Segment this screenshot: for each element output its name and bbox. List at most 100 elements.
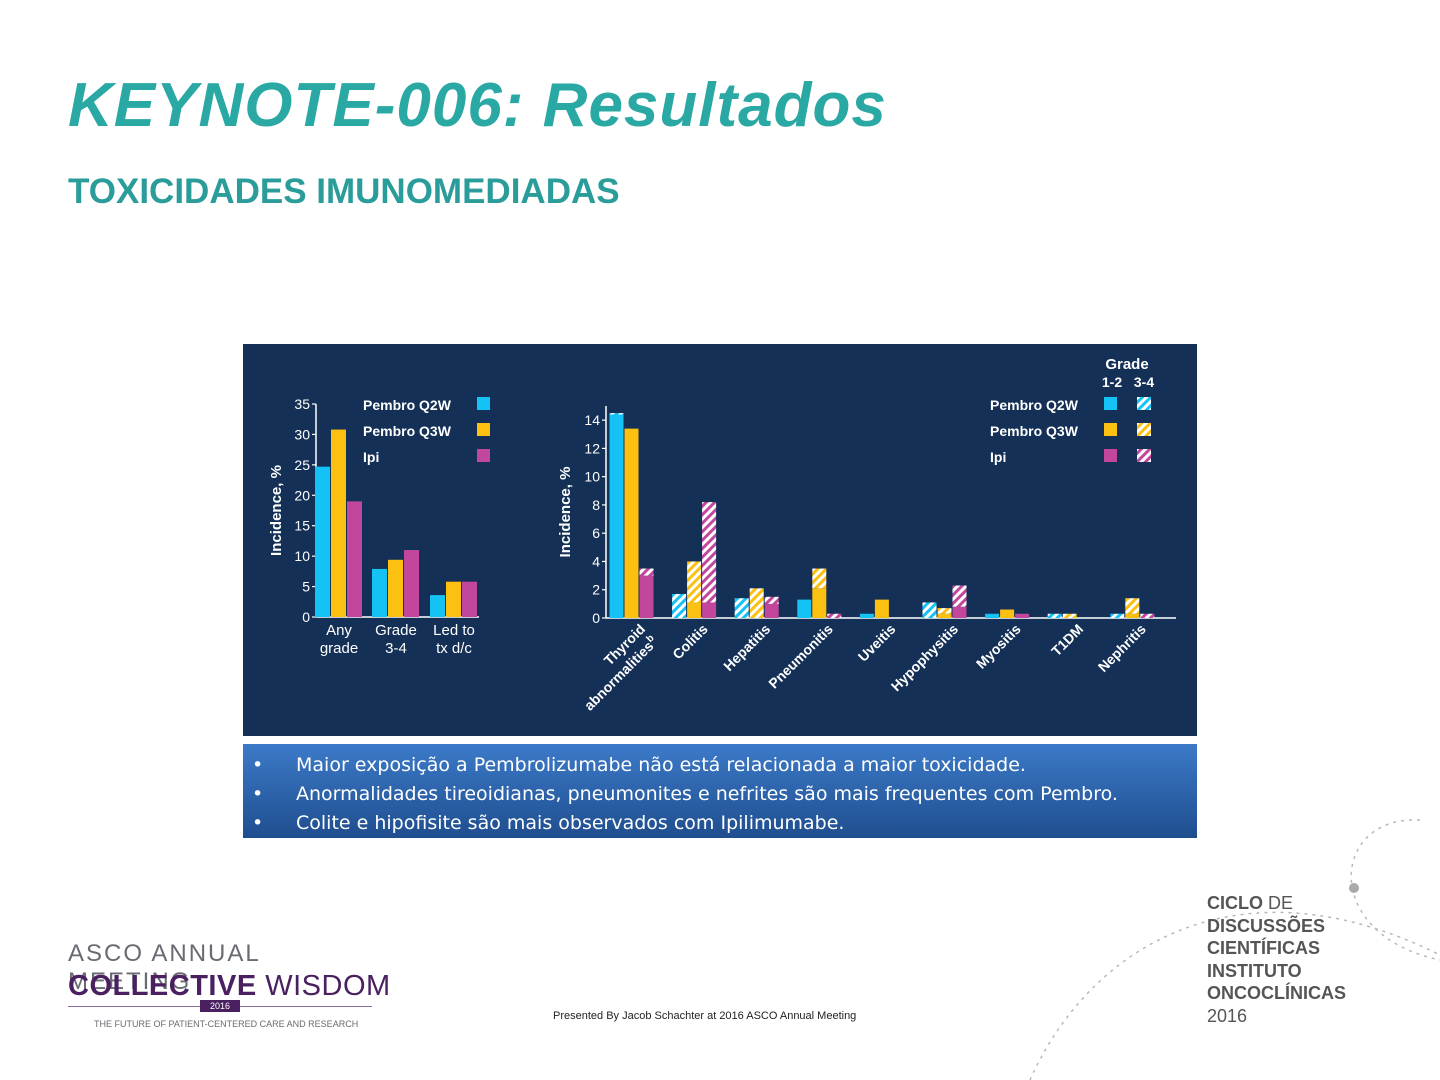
chart2-bar-pembro-q3w-grade-3-4-nephritis: [1125, 598, 1140, 614]
chart2-bar-pembro-q3w-grade-1-2-myositis: [1000, 609, 1015, 618]
chart2-bar-ipi-grade-1-2-myositis: [1015, 613, 1030, 618]
chart2-legend-swatch-grade-1-2: [1104, 397, 1117, 410]
chart2-y-tick-label: 6: [592, 525, 600, 541]
finding-item: • Anormalidades tireoidianas, pneumonites…: [243, 780, 1197, 809]
chart2-x-tick-label-line: Hypophysitis: [888, 621, 962, 695]
chart2-x-tick-superscript: b: [645, 633, 657, 645]
ciclo-line: CIENTÍFICAS: [1207, 937, 1346, 960]
slide-subtitle: TOXICIDADES IMUNOMEDIADAS: [68, 172, 620, 211]
chart1-bar-ipi-led-to-tx-d-c: [462, 581, 477, 617]
ciclo-light: DE: [1263, 893, 1294, 913]
finding-text: Colite e hipofisite são mais observados …: [296, 812, 845, 834]
asco-logo: ASCO ANNUAL MEETING COLLECTIVE WISDOM 20…: [68, 940, 390, 1032]
chart1-x-tick-label: grade: [320, 640, 358, 657]
chart2-bar-pembro-q3w-grade-1-2-uveitis: [874, 599, 889, 618]
ciclo-bold: DISCUSSÕES: [1207, 915, 1326, 936]
chart-panel: 0 5 10 15 20 25 30 35 Incidence, % Any grade Grade 3…: [243, 344, 1197, 736]
asco-logo-year: 2016: [200, 1000, 240, 1012]
chart2-bar-pembro-q3w-grade-3-4-hypophysitis: [937, 608, 952, 614]
chart1-x-tick-label: 3-4: [385, 640, 407, 657]
chart1-y-tick-label: 35: [294, 396, 310, 412]
chart2-bar-pembro-q3w-grade-1-2-pneumonitis: [812, 588, 827, 618]
chart1-bar-pembro-q2w-grade-3-4: [372, 568, 387, 617]
chart2-bar-pembro-q2w-grade-3-4-colitis: [672, 593, 687, 618]
deco-dot: [1349, 883, 1359, 893]
chart1-bar-ipi-any-grade: [347, 501, 362, 617]
chart2-x-tick-label-line: Colitis: [669, 621, 711, 663]
chart1-y-tick-label: 30: [294, 426, 310, 442]
chart2-bar-pembro-q2w-grade-3-4-hypophysitis: [922, 602, 937, 618]
chart2-bar-ipi-grade-3-4-hypophysitis: [952, 585, 967, 607]
ciclo-line: 2016: [1207, 1005, 1346, 1028]
chart1-legend-swatch: [477, 423, 490, 436]
asco-logo-wisdom: WISDOM: [265, 970, 391, 1002]
chart2-bar-ipi-grade-1-2-colitis: [702, 602, 717, 618]
chart2-x-tick-label-line: Pneumonitis: [765, 621, 836, 692]
chart2-legend-subtitle: 3-4: [1134, 374, 1154, 390]
chart2-x-tick-label-line: Myositis: [973, 621, 1024, 672]
bullet-icon: •: [252, 754, 264, 776]
ciclo-light: 2016: [1207, 1005, 1248, 1026]
chart2-legend-swatch-grade-1-2: [1104, 423, 1117, 436]
bullet-icon: •: [252, 812, 264, 834]
chart2-legend-label: Pembro Q3W: [990, 423, 1079, 439]
ciclo-bold: CICLO: [1207, 893, 1263, 913]
chart2-bar-ipi-grade-1-2-hepatitis: [764, 603, 779, 618]
chart2-x-tick-label-line: T1DM: [1048, 621, 1086, 659]
chart1-y-tick-label: 0: [302, 609, 310, 625]
chart2-bar-pembro-q3w-grade-1-2-hypophysitis: [937, 613, 952, 618]
chart1-legend-swatch: [477, 449, 490, 462]
chart2-x-tick-label: Thyroidabnormalitiesb: [568, 621, 661, 714]
chart2-y-tick-label: 2: [592, 582, 600, 598]
finding-item: • Colite e hipofisite são mais observados…: [243, 809, 1197, 838]
chart2-bar-ipi-grade-3-4-pneumonitis: [827, 613, 842, 618]
chart2-bar-ipi-grade-1-2-thyroid-abnormalities: [639, 575, 654, 618]
key-findings-box: • Maior exposição a Pembrolizumabe não es…: [243, 744, 1197, 838]
chart1-y-tick-label: 10: [294, 548, 310, 564]
chart2-bar-pembro-q2w-grade-3-4-hepatitis: [734, 598, 749, 618]
slide-title: KEYNOTE-006: Resultados: [68, 71, 887, 140]
chart2-legend-title: Grade: [1105, 356, 1148, 373]
chart2-x-tick-label: Colitis: [669, 621, 711, 663]
chart2-bar-ipi-grade-3-4-colitis: [702, 502, 717, 603]
chart2-x-tick-label: Nephritis: [1095, 621, 1149, 675]
chart2-x-tick-label-line: Uveitis: [855, 621, 899, 665]
chart1-y-axis-title: Incidence, %: [268, 465, 285, 556]
chart2-bar-ipi-grade-1-2-hypophysitis: [952, 606, 967, 618]
finding-item: • Maior exposição a Pembrolizumabe não es…: [243, 751, 1197, 780]
chart2-y-axis-title: Incidence, %: [557, 467, 574, 558]
chart2-bar-ipi-grade-3-4-thyroid-abnormalities: [639, 568, 654, 576]
chart2-y-tick-label: 0: [592, 610, 600, 626]
chart2-legend-swatch-grade-3-4: [1137, 423, 1151, 436]
deco-arc-1: [1029, 911, 1440, 1080]
chart1-y-tick-label: 25: [294, 457, 310, 473]
chart2-x-tick-label-line: Nephritis: [1095, 621, 1149, 675]
chart1-x-tick-label: Any: [326, 622, 352, 639]
chart2-bar-pembro-q3w-grade-3-4-pneumonitis: [812, 568, 827, 589]
chart2-x-tick-label: Pneumonitis: [765, 621, 836, 692]
chart2-bar-ipi-grade-3-4-nephritis: [1140, 613, 1155, 618]
chart2-legend-swatch-grade-3-4: [1137, 449, 1151, 462]
finding-text: Anormalidades tireoidianas, pneumonites …: [296, 783, 1118, 805]
chart2-bar-pembro-q2w-grade-1-2-thyroid-abnormalities: [609, 414, 624, 618]
finding-text: Maior exposição a Pembrolizumabe não est…: [296, 754, 1026, 776]
chart1-x-tick-label: Grade: [375, 622, 417, 639]
chart1-y-tick-label: 20: [294, 487, 310, 503]
chart1-legend-label: Pembro Q2W: [363, 397, 452, 413]
chart2-bar-pembro-q3w-grade-1-2-nephritis: [1125, 613, 1140, 618]
ciclo-line: DISCUSSÕES: [1207, 915, 1346, 938]
chart1-y-tick-label: 5: [302, 579, 310, 595]
chart1-bar-pembro-q3w-led-to-tx-d-c: [446, 581, 461, 617]
chart2-bar-ipi-grade-3-4-hepatitis: [764, 596, 779, 604]
chart1-x-tick-label: Led to: [433, 622, 475, 639]
chart2-bar-pembro-q2w-grade-3-4-t1dm: [1047, 613, 1062, 618]
ciclo-bold: ONCOCLÍNICAS: [1207, 983, 1346, 1003]
chart1-legend-label: Pembro Q3W: [363, 423, 452, 439]
ciclo-line: INSTITUTO: [1207, 960, 1346, 983]
chart2-legend-subtitle: 1-2: [1102, 374, 1122, 390]
chart2-bar-pembro-q3w-grade-3-4-t1dm: [1062, 613, 1077, 618]
chart2-y-tick-label: 12: [584, 440, 600, 456]
chart2-y-tick-label: 4: [592, 553, 600, 569]
chart2-x-tick-label: Hypophysitis: [888, 621, 962, 695]
